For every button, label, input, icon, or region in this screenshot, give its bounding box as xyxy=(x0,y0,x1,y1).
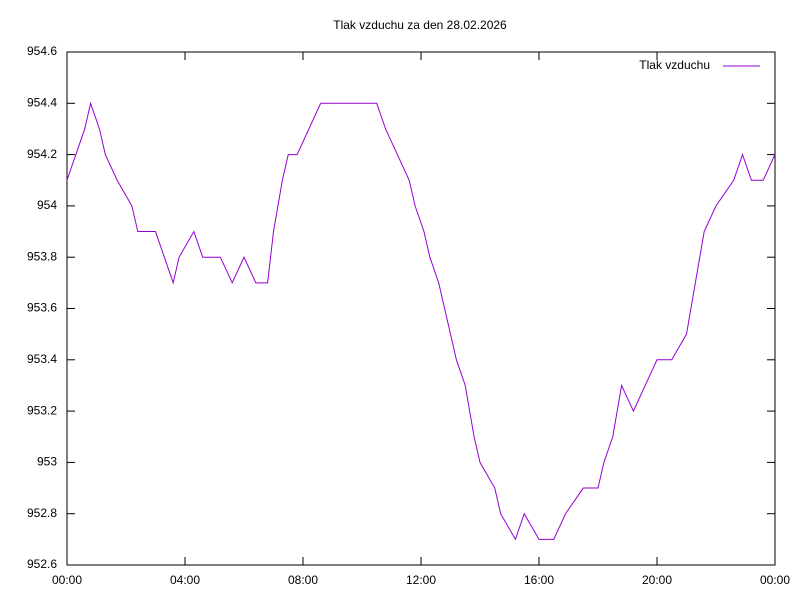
y-tick-label: 954 xyxy=(37,198,57,212)
legend-label: Tlak vzduchu xyxy=(639,58,710,72)
y-tick-label: 954.6 xyxy=(27,44,57,58)
data-line xyxy=(66,101,776,541)
y-tick-label: 953.2 xyxy=(27,403,57,417)
y-tick-label: 953.8 xyxy=(27,249,57,263)
x-tick-label: 16:00 xyxy=(524,573,554,587)
y-tick-label: 954.4 xyxy=(27,95,57,109)
y-tick-label: 952.6 xyxy=(27,557,57,571)
x-tick-label: 08:00 xyxy=(288,573,318,587)
y-tick-label: 953.4 xyxy=(27,352,57,366)
plot-border xyxy=(66,51,776,566)
x-tick-label: 00:00 xyxy=(52,573,82,587)
y-tick-label: 953 xyxy=(37,455,57,469)
x-tick-label: 00:00 xyxy=(760,573,790,587)
x-tick-label: 12:00 xyxy=(406,573,436,587)
chart-title: Tlak vzduchu za den 28.02.2026 xyxy=(333,18,507,32)
y-tick-label: 953.6 xyxy=(27,301,57,315)
x-tick-label: 04:00 xyxy=(170,573,200,587)
x-tick-label: 20:00 xyxy=(642,573,672,587)
y-tick-label: 952.8 xyxy=(27,506,57,520)
y-tick-label: 954.2 xyxy=(27,147,57,161)
